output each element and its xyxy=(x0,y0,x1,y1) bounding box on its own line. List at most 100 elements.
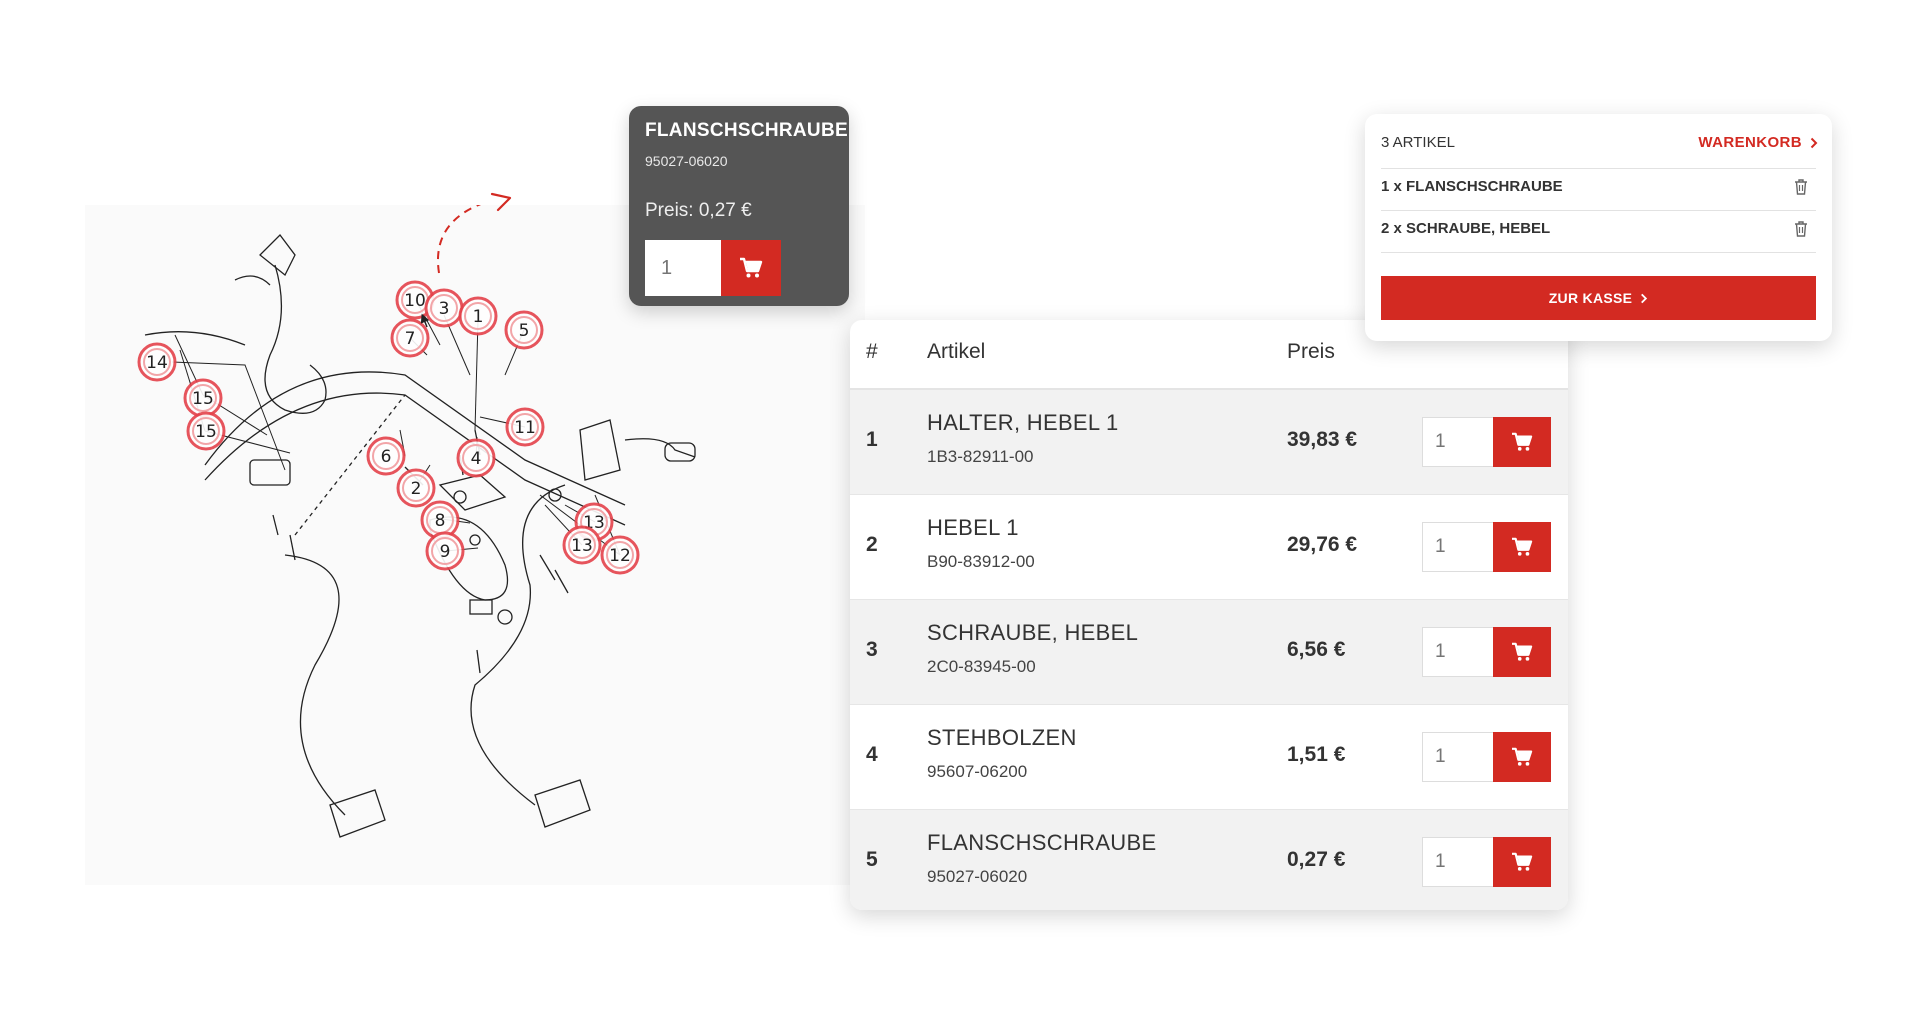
tooltip-part-name: FLANSCHSCHRAUBE xyxy=(645,120,848,141)
cart-item: 2 x SCHRAUBE, HEBEL xyxy=(1381,220,1551,237)
table-row: 3 SCHRAUBE, HEBEL 2C0-83945-00 6,56 € xyxy=(850,600,1568,704)
row-article-name: HALTER, HEBEL 1 xyxy=(927,410,1119,435)
header-number: # xyxy=(866,340,878,363)
cart-divider xyxy=(1381,168,1816,169)
cart-link-label: WARENKORB xyxy=(1698,134,1802,151)
callouts: 14 15 15 10 3 1 5 7 11 6 4 2 8 9 13 13 1… xyxy=(137,280,640,575)
chevron-right-icon xyxy=(1641,293,1648,303)
cart-item-count: 3 ARTIKEL xyxy=(1381,134,1455,151)
row-article-name: HEBEL 1 xyxy=(927,515,1019,540)
callout-4[interactable]: 4 xyxy=(456,438,496,478)
callout-14[interactable]: 14 xyxy=(137,342,177,382)
row-price: 39,83 € xyxy=(1287,428,1358,451)
table-header: # Artikel Preis xyxy=(850,320,1568,390)
row-quantity-input[interactable] xyxy=(1422,627,1494,677)
callout-7[interactable]: 7 xyxy=(390,318,430,358)
row-quantity-input[interactable] xyxy=(1422,837,1494,887)
row-article-code: 1B3-82911-00 xyxy=(927,447,1034,466)
trash-icon[interactable] xyxy=(1793,220,1809,238)
callout-3[interactable]: 3 xyxy=(424,288,464,328)
svg-text:4: 4 xyxy=(471,449,482,469)
row-price: 1,51 € xyxy=(1287,743,1346,766)
part-tooltip: FLANSCHSCHRAUBE 95027-06020 Preis: 0,27 … xyxy=(629,106,849,306)
pointer-arrowhead xyxy=(490,192,512,212)
tooltip-price: Preis: 0,27 € xyxy=(645,200,752,221)
row-price: 29,76 € xyxy=(1287,533,1358,556)
parts-table: # Artikel Preis 1 HALTER, HEBEL 1 1B3-82… xyxy=(850,320,1568,910)
parts-diagram: 14 15 15 10 3 1 5 7 11 6 4 2 8 9 13 13 1… xyxy=(85,205,865,885)
row-quantity-input[interactable] xyxy=(1422,417,1494,467)
callout-2[interactable]: 2 xyxy=(396,468,436,508)
row-number: 4 xyxy=(866,743,878,766)
table-row: 1 HALTER, HEBEL 1 1B3-82911-00 39,83 € xyxy=(850,390,1568,494)
row-add-to-cart-button[interactable] xyxy=(1493,627,1551,677)
tooltip-quantity-input[interactable] xyxy=(645,240,721,296)
cart-divider xyxy=(1381,252,1816,253)
callout-1[interactable]: 1 xyxy=(458,296,498,336)
callout-11[interactable]: 11 xyxy=(505,407,545,447)
table-row: 4 STEHBOLZEN 95607-06200 1,51 € xyxy=(850,705,1568,809)
header-article: Artikel xyxy=(927,340,986,363)
tooltip-add-to-cart-button[interactable] xyxy=(721,240,781,296)
pointer-arrow xyxy=(437,205,482,274)
checkout-button[interactable]: ZUR KASSE xyxy=(1381,276,1816,320)
trash-icon[interactable] xyxy=(1793,178,1809,196)
cart-divider xyxy=(1381,210,1816,211)
shopping-cart-icon xyxy=(1512,747,1533,766)
svg-text:1: 1 xyxy=(473,307,484,327)
svg-text:15: 15 xyxy=(195,422,217,442)
callout-10[interactable]: 10 xyxy=(395,280,435,320)
row-price: 0,27 € xyxy=(1287,848,1346,871)
tooltip-part-number: 95027-06020 xyxy=(645,153,728,169)
shopping-cart-icon xyxy=(1512,537,1533,556)
header-price: Preis xyxy=(1287,340,1335,363)
svg-text:9: 9 xyxy=(440,542,451,562)
svg-text:6: 6 xyxy=(381,447,392,467)
svg-text:10: 10 xyxy=(404,291,426,311)
shopping-cart-icon xyxy=(1512,432,1533,451)
row-number: 5 xyxy=(866,848,878,871)
row-divider xyxy=(850,599,1568,600)
row-divider xyxy=(850,494,1568,495)
row-article-code: 95607-06200 xyxy=(927,762,1028,781)
svg-text:7: 7 xyxy=(405,329,416,349)
svg-text:14: 14 xyxy=(146,353,168,373)
row-article-name: FLANSCHSCHRAUBE xyxy=(927,830,1157,855)
row-add-to-cart-button[interactable] xyxy=(1493,522,1551,572)
row-divider xyxy=(850,704,1568,705)
row-article-name: STEHBOLZEN xyxy=(927,725,1077,750)
svg-text:11: 11 xyxy=(514,418,536,438)
svg-text:3: 3 xyxy=(439,299,450,319)
callout-15a[interactable]: 15 xyxy=(183,378,223,418)
row-article-name: SCHRAUBE, HEBEL xyxy=(927,620,1139,645)
callout-13b[interactable]: 13 xyxy=(562,525,602,565)
checkout-label: ZUR KASSE xyxy=(1548,290,1633,306)
cart-link[interactable]: WARENKORB xyxy=(1698,134,1818,151)
row-divider xyxy=(850,809,1568,810)
shopping-cart-icon xyxy=(740,257,763,278)
callout-6[interactable]: 6 xyxy=(366,436,406,476)
svg-text:8: 8 xyxy=(435,511,446,531)
row-number: 2 xyxy=(866,533,878,556)
row-article-code: 95027-06020 xyxy=(927,867,1028,886)
row-quantity-input[interactable] xyxy=(1422,522,1494,572)
row-quantity-input[interactable] xyxy=(1422,732,1494,782)
diagram-drawing: 14 15 15 10 3 1 5 7 11 6 4 2 8 9 13 13 1… xyxy=(137,205,696,838)
row-add-to-cart-button[interactable] xyxy=(1493,417,1551,467)
table-row: 2 HEBEL 1 B90-83912-00 29,76 € xyxy=(850,495,1568,599)
callout-12[interactable]: 12 xyxy=(600,535,640,575)
svg-text:15: 15 xyxy=(192,389,214,409)
shopping-cart-icon xyxy=(1512,642,1533,661)
shopping-cart-icon xyxy=(1512,852,1533,871)
row-number: 3 xyxy=(866,638,878,661)
row-add-to-cart-button[interactable] xyxy=(1493,837,1551,887)
svg-text:5: 5 xyxy=(519,321,530,341)
row-article-code: 2C0-83945-00 xyxy=(927,657,1036,676)
chevron-right-icon xyxy=(1810,137,1818,148)
callout-5[interactable]: 5 xyxy=(504,310,544,350)
row-add-to-cart-button[interactable] xyxy=(1493,732,1551,782)
row-price: 6,56 € xyxy=(1287,638,1346,661)
mini-cart: 3 ARTIKEL WARENKORB 1 x FLANSCHSCHRAUBE … xyxy=(1365,114,1832,341)
callout-15b[interactable]: 15 xyxy=(186,411,226,451)
callout-9[interactable]: 9 xyxy=(425,531,465,571)
